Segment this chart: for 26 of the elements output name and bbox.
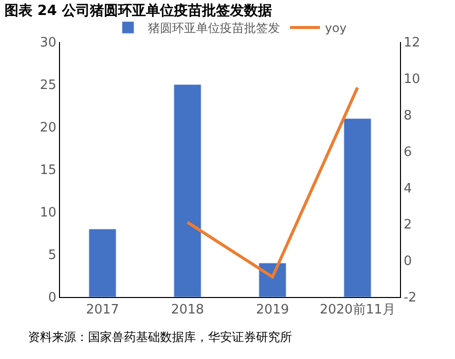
y2-tick-label: 0 <box>404 254 412 270</box>
x-tick-label: 2018 <box>170 302 204 318</box>
y2-tick-label: -2 <box>404 290 417 306</box>
legend-label: yoy <box>325 21 347 36</box>
bar <box>344 118 372 297</box>
y2-tick-label: 10 <box>404 72 420 87</box>
y-tick-label: 30 <box>40 36 56 51</box>
y2-tick-label: 12 <box>404 36 420 51</box>
x-tick-label: 2019 <box>256 302 290 318</box>
y-tick-label: 15 <box>40 163 56 178</box>
y2-tick-label: 4 <box>404 181 412 196</box>
bar <box>174 84 202 297</box>
x-tick-label: 2020前11月 <box>320 302 396 318</box>
bar <box>88 228 116 297</box>
y-tick-label: 5 <box>48 248 56 264</box>
y2-tick-label: 2 <box>404 218 412 233</box>
x-tick-label: 2017 <box>86 302 120 318</box>
y-tick-label: 25 <box>40 78 56 94</box>
chart-title: 图表 24 公司猪圆环亚单位疫苗批签发数据 <box>4 2 272 20</box>
y-tick-label: 20 <box>40 120 56 136</box>
y-tick-label: 10 <box>40 206 56 221</box>
y2-tick-label: 6 <box>404 144 412 160</box>
text: 资料来源：国家兽药基础数据库，华安证券研究所 <box>28 330 292 344</box>
y2-tick-label: 8 <box>404 108 412 124</box>
y-tick-label: 0 <box>48 290 56 306</box>
legend-label: 猪圆环亚单位疫苗批签发 <box>148 21 280 36</box>
